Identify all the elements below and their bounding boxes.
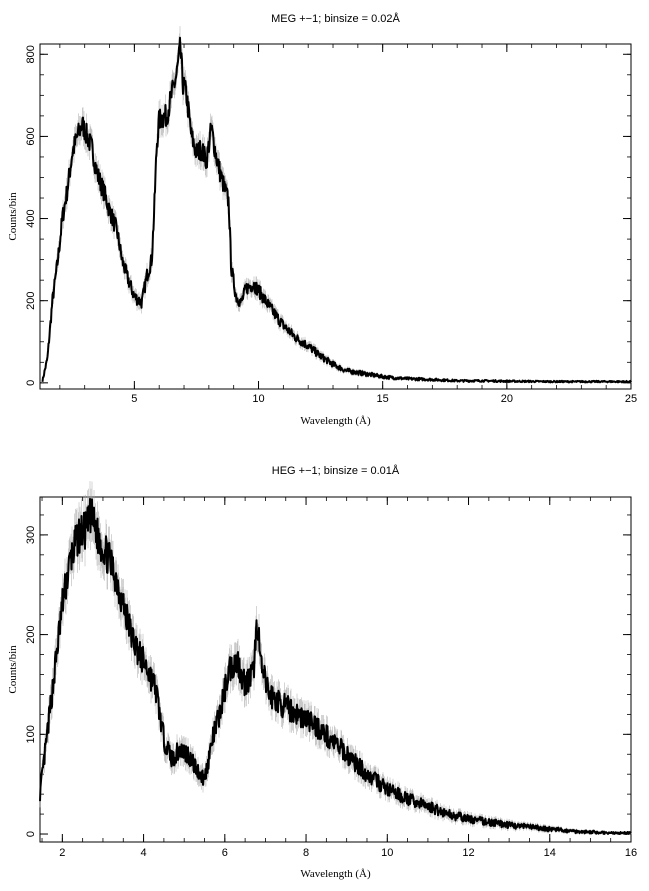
plot-frame [39,43,632,390]
y-tick-label: 400 [25,209,37,227]
y-tick-label: 800 [25,45,37,63]
error-bar-lines [39,481,632,836]
y-axis-label: Counts/bin [7,645,19,694]
x-tick-label: 10 [381,847,393,859]
x-tick-label: 25 [625,393,637,405]
x-tick-label: 5 [131,393,137,405]
x-tick-label: 15 [377,393,389,405]
y-minor-ticks [40,514,631,835]
spectrum-series [41,26,632,384]
error-bar-lines [42,26,632,384]
x-tick-label: 2 [59,847,65,859]
y-tick-label: 0 [25,380,37,386]
spectrum-line [39,497,632,835]
y-minor-ticks [40,53,631,384]
x-minor-ticks [41,497,632,842]
error-bars [39,481,632,836]
y-tick-label: 200 [25,292,37,310]
x-tick-label: 4 [141,847,147,859]
y-tick-label: 100 [25,725,37,743]
x-tick-label: 8 [303,847,309,859]
x-tick-label: 12 [462,847,474,859]
x-axis-label: Wavelength (Å) [300,415,371,427]
chart-title: MEG +−1; binsize = 0.02Å [271,12,400,25]
plot-frame [39,496,632,843]
meg-spectrum-panel: MEG +−1; binsize = 0.02Å 5 10 15 20 25 0 200 400… [7,12,637,427]
chart-title: HEG +−1; binsize = 0.01Å [272,464,400,477]
x-tick-label: 14 [544,847,556,859]
x-tick-label: 6 [222,847,228,859]
y-axis-label: Counts/bin [7,192,19,241]
x-tick-label: 16 [625,847,637,859]
y-tick-label: 0 [25,831,37,837]
y-tick-label: 300 [25,526,37,544]
error-bars [42,26,632,384]
x-tick-label: 20 [501,393,513,405]
x-tick-label: 10 [252,393,264,405]
spectrum-line [41,36,632,384]
y-tick-label: 200 [25,625,37,643]
heg-spectrum-panel: HEG +−1; binsize = 0.01Å 2 4 6 8 10 12 14 16 0 100… [7,464,637,880]
x-axis-label: Wavelength (Å) [300,868,371,880]
y-tick-label: 600 [25,127,37,145]
spectrum-series [39,481,632,836]
x-minor-ticks [59,44,632,389]
